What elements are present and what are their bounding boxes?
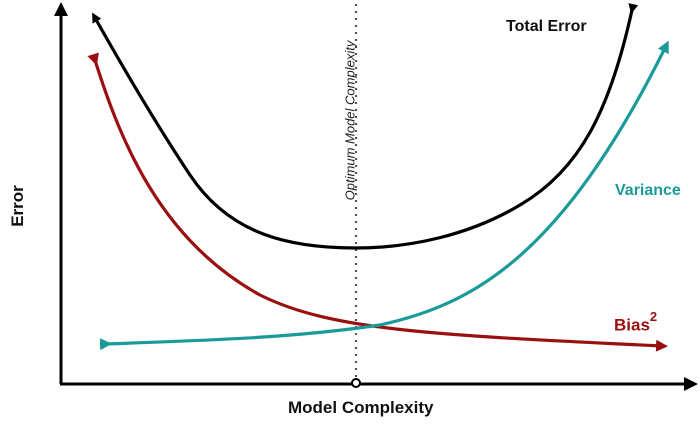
total-error-curve bbox=[92, 3, 639, 250]
bias-label: Bias2 bbox=[614, 309, 658, 336]
variance-label: Variance bbox=[615, 182, 681, 199]
x-axis-label: Model Complexity bbox=[288, 398, 434, 417]
optimum-marker bbox=[351, 378, 361, 388]
bias-superscript: 2 bbox=[649, 309, 658, 324]
bias-text: Bias bbox=[614, 315, 650, 335]
bias-curve bbox=[87, 52, 668, 352]
y-axis-label: Error bbox=[8, 185, 27, 227]
variance-curve bbox=[99, 40, 669, 351]
total-error-label: Total Error bbox=[506, 18, 587, 35]
optimum-label: Optimum Model Complexity bbox=[342, 40, 358, 201]
